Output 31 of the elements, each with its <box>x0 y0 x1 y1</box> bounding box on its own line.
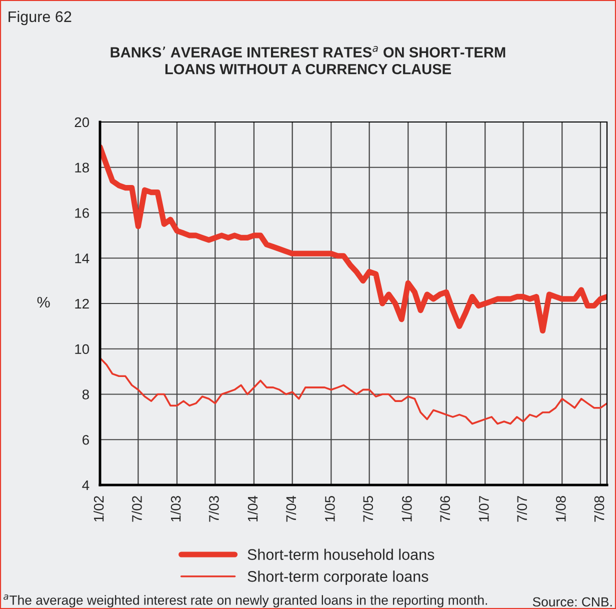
y-tick-label: 18 <box>75 162 89 173</box>
x-tick-label: 1/04 <box>247 496 258 522</box>
y-tick-label: 20 <box>74 117 90 128</box>
y-tick-label: 14 <box>75 254 90 264</box>
x-tick-label: 1/03 <box>170 496 181 522</box>
text: $^{a}$The average weighted interest rate on newly granted loans in the reporting month. <box>4 594 487 608</box>
x-tick-label: 7/02 <box>132 496 142 522</box>
x-tick-label: 1/02 <box>94 496 104 522</box>
y-tick-label: 10 <box>75 344 90 354</box>
x-tick-label: 1/07 <box>478 496 489 522</box>
x-tick-label: 7/04 <box>286 496 296 522</box>
y-axis-title: % <box>37 296 50 308</box>
legend-label: Short-term household loans <box>248 548 434 560</box>
y-tick-label: 12 <box>75 298 89 309</box>
x-tick-label: 1/06 <box>402 496 412 522</box>
x-tick-label: 7/06 <box>440 496 450 522</box>
y-tick-label: 16 <box>75 208 89 218</box>
x-tick-label: 7/07 <box>516 496 527 522</box>
chart-title: BANKS’ AVERAGE INTEREST RATES$^{a}$ ON SHORT-TERM LOANS WITHOUT A CURRENCY CLAUSE <box>110 46 506 74</box>
x-tick-label: 1/05 <box>324 496 335 522</box>
source-note: Source: CNB. <box>532 597 612 607</box>
caption: Figure 62 <box>8 10 72 26</box>
y-tick-label: 8 <box>82 390 89 400</box>
y-tick-label: 6 <box>82 434 89 445</box>
x-tick-label: 7/05 <box>362 496 374 522</box>
x-tick-label: 7/03 <box>208 496 219 522</box>
legend-label: Short-term corporate loans <box>248 570 428 585</box>
x-tick-label: 7/08 <box>594 496 604 522</box>
x-tick-label: 1/08 <box>556 496 566 522</box>
y-tick-label: 4 <box>82 480 90 490</box>
line-series <box>100 357 607 425</box>
